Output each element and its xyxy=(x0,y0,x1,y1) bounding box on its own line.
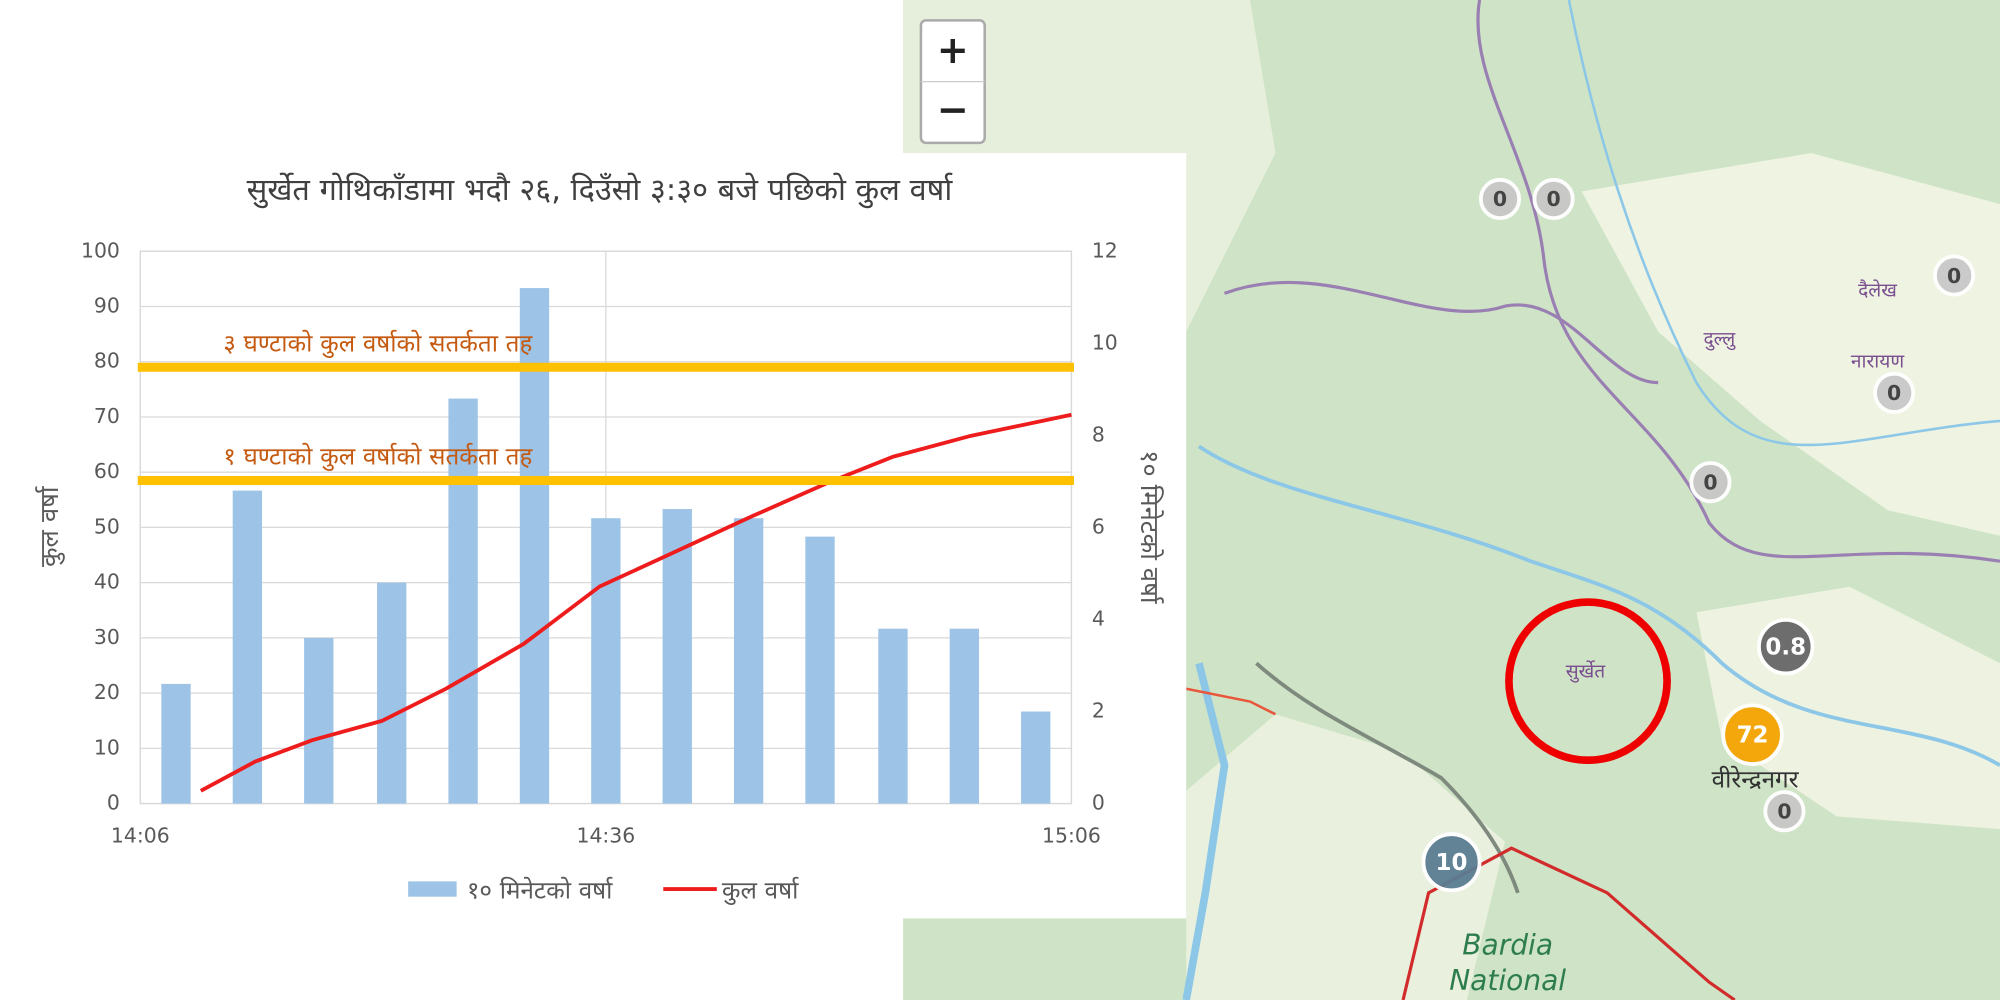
place-label: दैलेख xyxy=(1858,278,1897,301)
y2-tick-label: 8 xyxy=(1092,422,1105,446)
chart-title: सुर्खेत गोथिकाँडामा भदौ २६, दिउँसो ३:३० … xyxy=(247,172,954,209)
line xyxy=(199,412,1072,793)
y-tick-label: 20 xyxy=(94,680,120,704)
y2-tick-label: 2 xyxy=(1092,699,1105,723)
place-label: नारायण xyxy=(1851,350,1905,373)
bar xyxy=(448,398,478,804)
marker-label: 0 xyxy=(1777,800,1791,824)
map-marker xyxy=(1873,371,1916,414)
y-tick-label: 30 xyxy=(94,625,120,649)
bar xyxy=(878,628,908,804)
zoom-in[interactable]: + xyxy=(937,28,969,73)
map-marker xyxy=(1757,617,1815,676)
map-marker xyxy=(1478,177,1522,221)
bar xyxy=(304,637,334,804)
bar xyxy=(662,509,692,804)
map-marker xyxy=(1933,254,1976,297)
y-tick-label: 80 xyxy=(94,349,120,373)
marker-label: 0 xyxy=(1546,187,1560,211)
y-tick-label: 70 xyxy=(94,404,120,428)
y2-tick-label: 6 xyxy=(1092,514,1105,538)
marker-label: 0 xyxy=(1887,381,1901,405)
y-tick-label: 60 xyxy=(94,459,120,483)
map-marker xyxy=(1689,461,1732,504)
bar xyxy=(949,628,980,804)
map-marker xyxy=(1421,832,1482,893)
y-tick-label: 10 xyxy=(94,735,120,759)
y2-tick-label: 0 xyxy=(1092,791,1105,815)
bar xyxy=(519,288,550,804)
y2-tick-label: 12 xyxy=(1092,238,1118,262)
threshold-label: ३ घण्टाको कुल वर्षाको सतर्कता तह xyxy=(223,329,533,358)
bar xyxy=(232,490,263,804)
legend-label: कुल वर्षा xyxy=(722,877,799,906)
y-tick-label: 100 xyxy=(81,238,120,262)
marker-label: 72 xyxy=(1737,722,1769,748)
bar xyxy=(1021,711,1051,804)
x-tick-label: 15:06 xyxy=(1042,824,1101,848)
zoom-control: + − xyxy=(919,19,986,145)
map-marker xyxy=(1763,790,1806,833)
x-tick-label: 14:36 xyxy=(576,824,635,848)
bar xyxy=(161,683,191,804)
bar xyxy=(591,518,621,804)
y2-axis-label: १० मिनेटको वर्षा xyxy=(1134,450,1164,604)
marker-label: 0 xyxy=(1703,470,1717,494)
place-label: दुल्लु xyxy=(1704,327,1737,351)
marker-label: 10 xyxy=(1436,850,1468,876)
zoom-out[interactable]: − xyxy=(937,88,969,133)
place-label: Bardia xyxy=(1462,928,1553,961)
x-tick-label: 14:06 xyxy=(111,824,170,848)
marker-label: 0 xyxy=(1493,187,1507,211)
marker-label: 0.8 xyxy=(1765,634,1806,660)
map-marker xyxy=(1721,703,1784,766)
y-tick-label: 90 xyxy=(94,294,120,318)
place-label: National xyxy=(1449,964,1566,997)
bar xyxy=(733,518,764,804)
legend-swatch xyxy=(408,881,457,897)
y2-tick-label: 4 xyxy=(1092,606,1105,630)
legend-label: १० मिनेटको वर्षा xyxy=(467,877,614,905)
marker-label: 0 xyxy=(1947,264,1961,288)
y-tick-label: 50 xyxy=(94,514,120,538)
bar xyxy=(377,582,407,804)
y-tick-label: 40 xyxy=(94,570,120,594)
y2-tick-label: 10 xyxy=(1092,330,1118,354)
threshold-label: १ घण्टाको कुल वर्षाको सतर्कता तह xyxy=(223,443,533,472)
y-axis-label: कुल वर्षा xyxy=(35,486,65,568)
y-tick-label: 0 xyxy=(107,791,120,815)
map-marker xyxy=(1532,177,1575,221)
place-label: सुर्खेत xyxy=(1566,660,1607,684)
place-label: वीरेन्द्रनगर xyxy=(1712,766,1800,794)
bar xyxy=(805,536,835,804)
